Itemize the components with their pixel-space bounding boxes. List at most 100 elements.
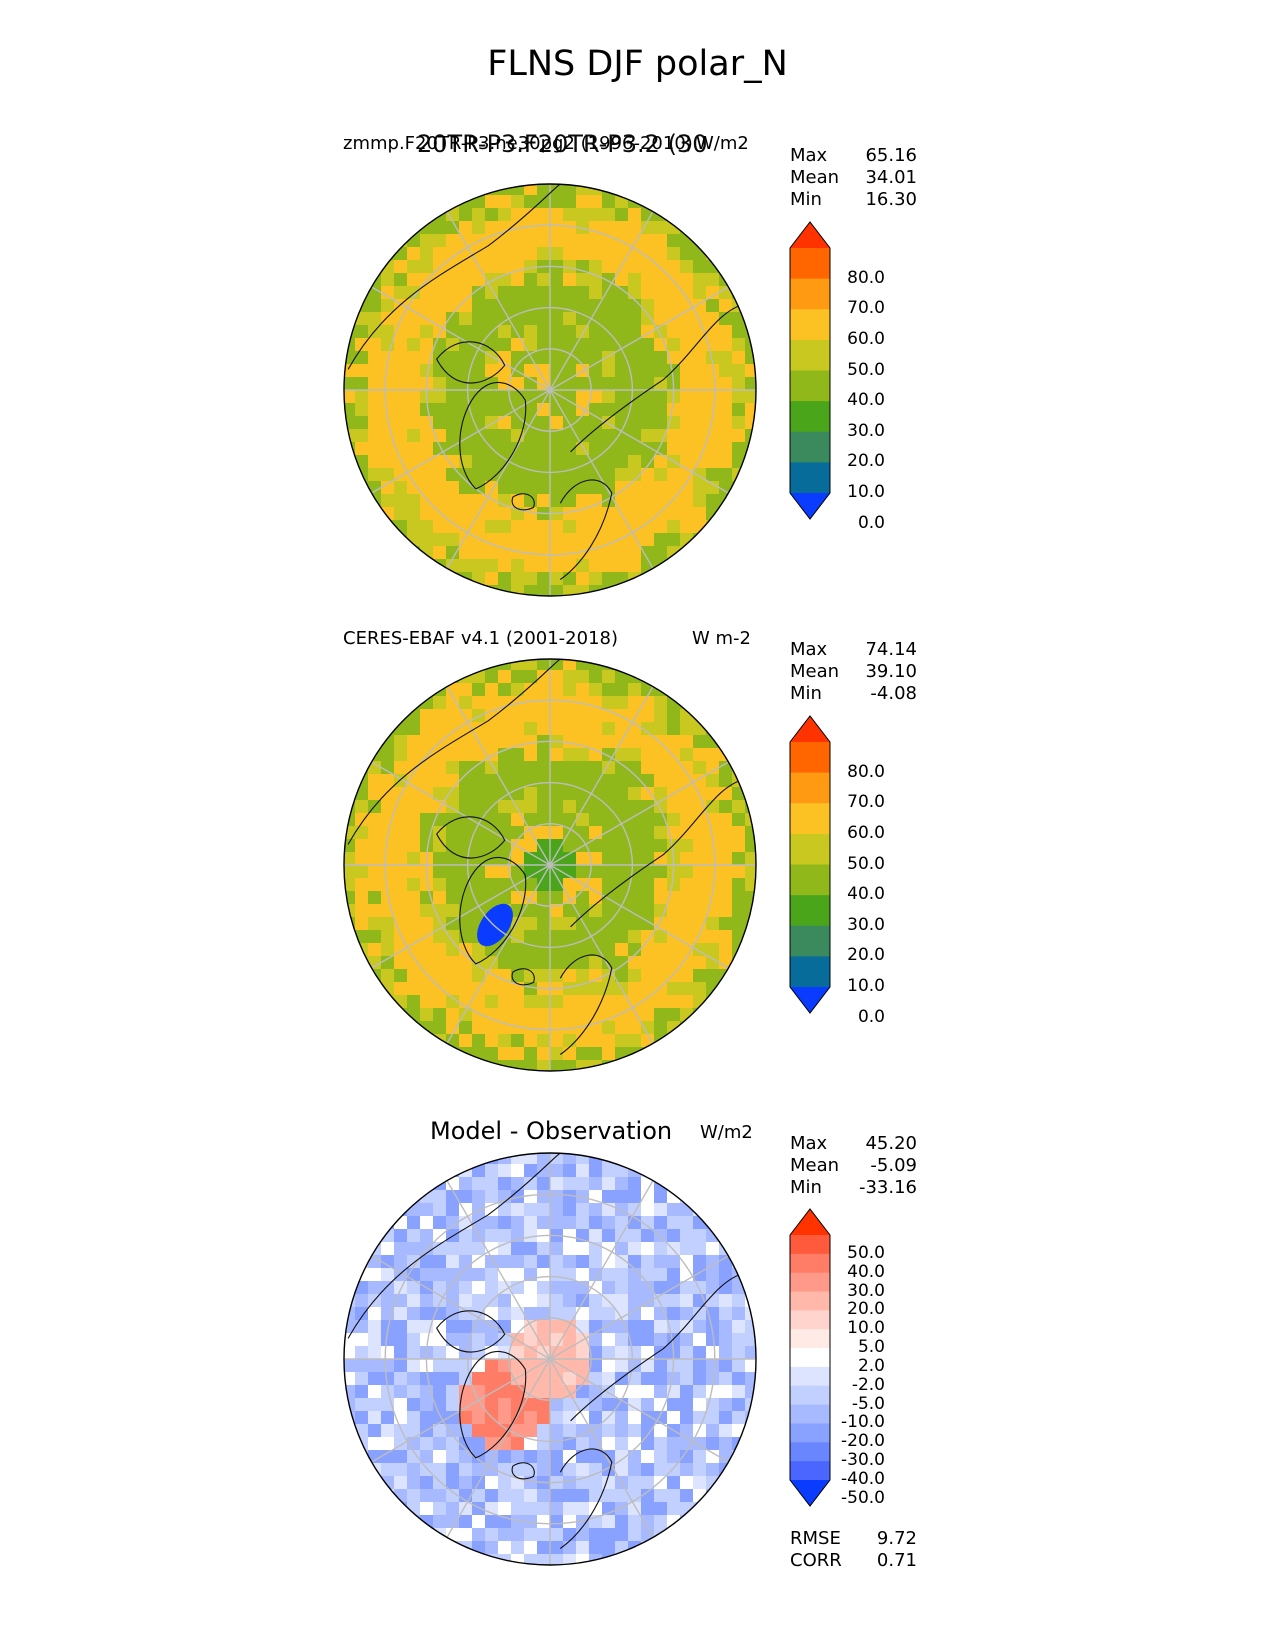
field-cell: [550, 299, 564, 313]
field-cell: [381, 787, 395, 801]
field-cell: [641, 748, 655, 762]
field-cell: [693, 826, 707, 840]
field-cell: [654, 774, 668, 788]
field-cell: [706, 1424, 720, 1438]
field-cell: [654, 494, 668, 508]
field-cell: [407, 481, 421, 495]
stat-mean-value: 34.01: [865, 167, 917, 188]
graticule: [344, 659, 756, 1071]
field-cell: [407, 364, 421, 378]
field-cell: [693, 956, 707, 970]
field-cell: [368, 761, 382, 775]
field-cell: [654, 1463, 668, 1477]
polar-map: [343, 183, 757, 597]
field-cell: [576, 956, 590, 970]
field-cell: [344, 364, 356, 378]
field-cell: [576, 774, 590, 788]
field-cell: [524, 507, 538, 521]
field-cell: [641, 1021, 655, 1035]
field-cell: [537, 826, 551, 840]
field-cell: [511, 722, 525, 736]
field-cell: [368, 312, 382, 326]
field-cell: [511, 891, 525, 905]
field-cell: [446, 696, 460, 710]
field-cell: [344, 930, 356, 944]
field-cell: [407, 1359, 421, 1373]
field-cell: [563, 1203, 577, 1217]
field-cell: [667, 208, 681, 222]
field-cell: [667, 995, 681, 1009]
field-cell: [459, 286, 473, 300]
field-cell: [602, 813, 616, 827]
field-cell: [732, 800, 746, 814]
field-cell: [355, 852, 369, 866]
field-cell: [576, 338, 590, 352]
field-cell: [680, 761, 694, 775]
stat-mean-label: Mean: [790, 167, 840, 188]
field-cell: [433, 839, 447, 853]
field-cell: [381, 917, 395, 931]
field-cell: [628, 1229, 642, 1243]
field-cell: [498, 891, 512, 905]
field-cell: [667, 1008, 681, 1022]
field-cell: [550, 1541, 564, 1555]
field-cell: [706, 1320, 720, 1334]
field-cell: [602, 1177, 616, 1191]
coastline: [559, 1448, 613, 1549]
field-cell: [511, 1463, 525, 1477]
field-cell: [511, 1528, 525, 1542]
field-cell: [472, 221, 486, 235]
field-cell: [498, 1294, 512, 1308]
field-cell: [420, 709, 434, 723]
field-cell: [511, 1034, 525, 1048]
field-cell: [680, 722, 694, 736]
field-cell: [459, 1346, 473, 1360]
field-cell: [511, 748, 525, 762]
panel-left-title: CERES-EBAF v4.1 (2001-2018): [343, 628, 619, 649]
field-cell: [407, 1450, 421, 1464]
field-cell: [420, 683, 434, 697]
field-cell: [355, 1320, 369, 1334]
field-cell: [498, 286, 512, 300]
field-cell: [667, 1333, 681, 1347]
field-cell: [344, 1372, 356, 1386]
field-cell: [524, 520, 538, 534]
field-cell: [641, 1424, 655, 1438]
field-cell: [654, 533, 668, 547]
field-cell: [381, 1333, 395, 1347]
colorbar-segment: [790, 864, 830, 896]
field-cell: [576, 1190, 590, 1204]
field-cell: [537, 1190, 551, 1204]
field-cell: [667, 481, 681, 495]
field-cell: [654, 1190, 668, 1204]
field-cell: [680, 494, 694, 508]
field-cell: [344, 1385, 356, 1399]
field-cell: [654, 455, 668, 469]
colorbar-segment: [790, 1272, 830, 1292]
field-cell: [498, 1216, 512, 1230]
field-cell: [498, 507, 512, 521]
field-cell: [589, 1307, 603, 1321]
field-cell: [472, 299, 486, 313]
field-cell: [394, 1008, 408, 1022]
field-cell: [368, 865, 382, 879]
field-cell: [511, 1424, 525, 1438]
field-cell: [719, 1229, 733, 1243]
field-cell: [472, 1502, 486, 1516]
field-cell: [537, 1528, 551, 1542]
field-cell: [602, 1437, 616, 1451]
field-cell: [485, 312, 499, 326]
field-cell: [589, 468, 603, 482]
field-cell: [680, 904, 694, 918]
field-cell: [706, 1333, 720, 1347]
field-cell: [641, 1307, 655, 1321]
field-cell: [719, 735, 733, 749]
field-cell: [498, 839, 512, 853]
field-cell: [602, 865, 616, 879]
field-cell: [381, 800, 395, 814]
field-cell: [420, 722, 434, 736]
field-cell: [732, 364, 746, 378]
field-cell: [589, 260, 603, 274]
field-cell: [628, 1528, 642, 1542]
field-cell: [472, 1359, 486, 1373]
